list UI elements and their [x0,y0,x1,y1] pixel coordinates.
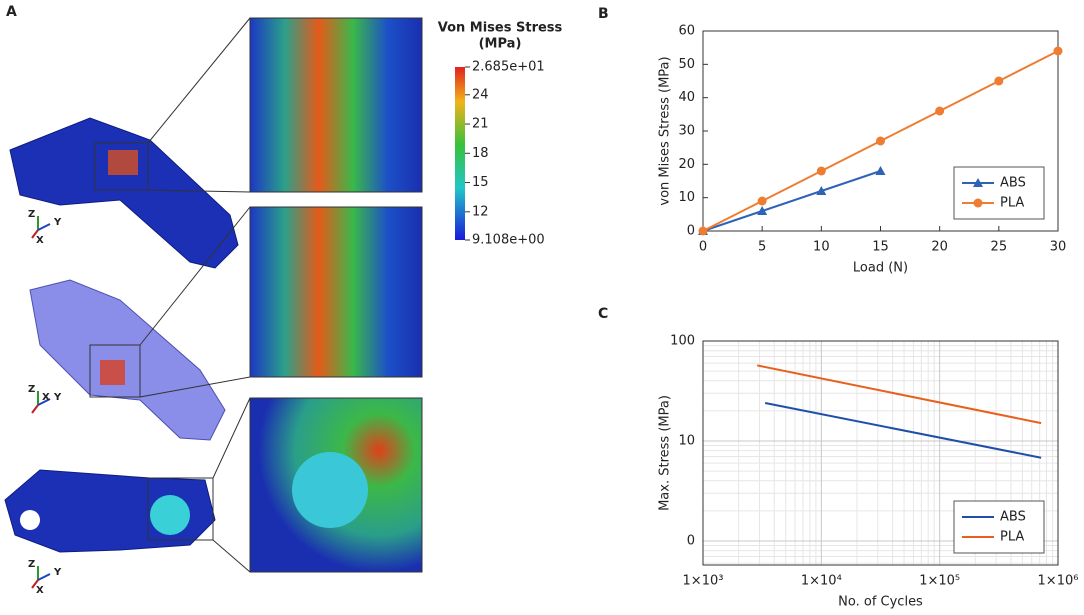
x-tick-label: 5 [758,240,766,255]
series-line [702,170,881,232]
x-tick-label: 15 [872,240,889,255]
triad-axis [31,229,39,239]
x-tick-label: 1×10⁶ [1038,574,1079,589]
colorbar-tick-label: 24 [472,87,489,102]
x-tick-label: 1×10⁵ [919,574,960,589]
colorbar [455,67,465,240]
colorbar-tick-label: 9.108e+00 [472,233,545,248]
point [757,206,768,215]
triad-label: X [36,585,44,596]
x-axis-label: Load (N) [853,261,908,276]
connectors [139,17,251,573]
x-axis-label: No. of Cycles [838,595,923,610]
legend-label: ABS [1000,510,1026,525]
y-tick-label: 0 [687,533,695,548]
part-2 [29,279,226,441]
point [757,196,767,206]
triad-label: Y [53,392,62,403]
legend-box [953,500,1045,554]
panel-label: B [598,6,609,22]
zoom-hole [292,452,368,528]
triad-label: Z [28,384,35,395]
x-tick-label: 0 [699,240,707,255]
triad-axis [37,573,51,581]
y-tick-label: 60 [678,24,695,39]
point [816,186,827,195]
panel-a-drawing [4,17,423,573]
triad-label: Z [28,559,35,570]
series-line [756,364,1042,425]
triad-label: Z [28,209,35,220]
triad-axis [37,223,51,231]
hotspot [100,360,125,385]
colorbar-title: (MPa) [479,37,522,52]
x-tick-label: 30 [1050,240,1067,255]
y-tick-label: 20 [678,157,695,172]
triad-axis [31,579,39,589]
triad-axis [37,398,51,406]
detail-box [89,344,141,398]
legend-box [953,166,1045,220]
legend-marker [973,198,983,208]
legend-label: ABS [1000,176,1026,191]
hotspot [108,150,138,175]
point [876,136,885,146]
x-tick-label: 1×10⁴ [801,574,842,589]
panel-label: C [598,306,608,322]
y-tick-label: 40 [678,90,695,105]
y-tick-label: 30 [678,124,695,139]
legend-label: PLA [1000,530,1024,545]
detail-box [147,477,214,541]
x-tick-label: 25 [991,240,1008,255]
panel-label: A [6,4,17,20]
hole [20,510,40,530]
plot-frame [702,30,1059,232]
point [994,76,1004,86]
legend-marker [973,178,983,187]
x-tick-label: 20 [931,240,948,255]
point [935,106,945,116]
triad-label: Y [53,217,62,228]
colorbar-tick-label: 18 [472,146,489,161]
point [698,226,708,236]
y-axis-label: von Mises Stress (MPa) [658,56,673,205]
series-line [764,401,1042,459]
triad-label: X [36,235,44,246]
charts: B 0 5 10 15 20 25 30 0 10 20 30 40 50 60 Load (N) von Mi… [598,6,1078,610]
legend-label: PLA [1000,196,1024,211]
colorbar-tick-label: 21 [472,117,489,132]
colorbar-tick-label: 12 [472,204,489,219]
triad-axis [31,404,39,414]
y-tick-label: 10 [678,190,695,205]
y-tick-label: 10 [678,433,695,448]
zoom-1 [249,17,423,193]
zoom-2 [249,206,423,378]
y-axis-label: Max. Stress (MPa) [658,395,673,511]
part-1 [9,117,239,269]
colorbar-ticks: 2.685e+01 24 21 18 15 12 9.108e+00 [465,60,545,248]
hole [150,495,190,535]
point [875,166,886,175]
triad-label: Y [53,567,62,578]
point [1053,46,1063,56]
y-tick-label: 100 [670,334,695,349]
x-tick-label: 1×10³ [683,574,724,589]
y-tick-label: 0 [687,224,695,239]
plot-frame [702,340,1059,566]
x-tick-label: 10 [813,240,830,255]
colorbar-tick-label: 2.685e+01 [472,60,545,75]
point [816,166,826,176]
y-tick-label: 50 [678,57,695,72]
triad-label: X [42,392,50,403]
detail-box [94,142,149,191]
colorbar-tick-label: 15 [472,175,489,190]
colorbar-title: Von Mises Stress [438,21,563,36]
